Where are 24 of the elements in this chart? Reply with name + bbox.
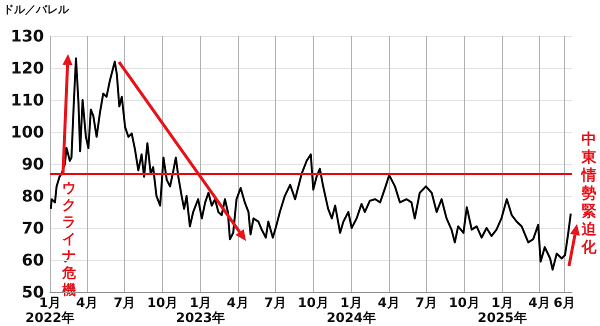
x-tick-label: 4月 — [528, 296, 550, 311]
text: 中東情勢緊迫化 — [580, 130, 598, 256]
y-tick-label: 90 — [22, 154, 44, 174]
x-tick-label: 10月 — [448, 296, 480, 311]
x-tick-label: 7月 — [415, 296, 438, 311]
x-tick-label: 4月 — [226, 296, 249, 311]
x-tick-label: 7月 — [114, 296, 136, 311]
y-tick-label: 130 — [10, 26, 44, 46]
y-tick-label: 70 — [22, 218, 44, 238]
x-tick-label: 10月 — [147, 296, 178, 311]
y-tick-label: 100 — [10, 122, 44, 142]
x-tick-label: 6月 — [554, 296, 576, 311]
x-tick-label: 4月 — [76, 296, 98, 311]
x-tick-label: 1月 2024年 — [326, 296, 376, 326]
x-tick-label: 7月 — [264, 296, 286, 311]
y-tick-label: 110 — [10, 90, 44, 110]
y-axis-title: ドル／バレル — [3, 3, 70, 16]
x-tick-label: 4月 — [378, 296, 400, 311]
x-tick-label: 10月 — [298, 296, 329, 311]
x-tick-label: 1月 2023年 — [176, 296, 226, 326]
y-tick-label: 60 — [22, 250, 44, 270]
x-tick-label: 1月 2025年 — [478, 296, 527, 326]
y-tick-label: 80 — [22, 186, 44, 206]
y-tick-label: 120 — [10, 58, 44, 78]
